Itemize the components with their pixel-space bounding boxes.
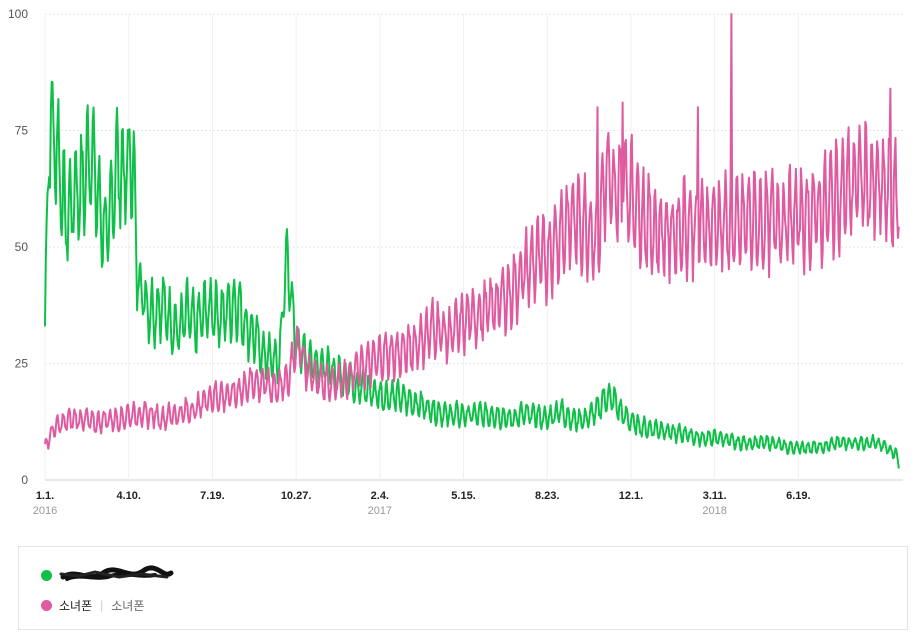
grid	[44, 13, 903, 481]
x-tick-label: 12.1.	[619, 490, 643, 502]
legend-item-series-2[interactable]: 소녀폰 | 소녀폰	[41, 595, 144, 615]
x-tick-label: 1.1.	[36, 490, 54, 502]
x-tick-label: 3.11.	[703, 490, 727, 502]
y-tick-label: 25	[15, 357, 29, 371]
line-chart: 0 25 50 75 100 1.1. 2016 4.10. 7.19. 10.27. 2.4. 2…	[8, 7, 903, 517]
x-tick-label: 4.10.	[116, 490, 140, 502]
legend-dot-green-icon	[41, 569, 52, 581]
chart-area: 0 25 50 75 100 1.1. 2016 4.10. 7.19. 10.27. 2.4. 2…	[8, 7, 903, 517]
x-year-label: 2016	[33, 505, 57, 517]
y-tick-label: 50	[15, 240, 29, 254]
legend-separator: |	[100, 598, 104, 612]
x-tick-label: 2.4.	[371, 490, 389, 502]
x-tick-label: 6.19.	[786, 490, 810, 502]
y-tick-label: 100	[8, 7, 28, 21]
x-tick-label: 5.15.	[451, 490, 475, 502]
redacted-label-scribble-icon	[59, 565, 174, 581]
series-line-2[interactable]	[44, 13, 900, 450]
legend-item-series-1[interactable]	[41, 565, 174, 585]
legend-series-2-sub: 소녀폰	[111, 598, 145, 613]
x-year-label: 2017	[368, 505, 392, 517]
y-tick-label: 0	[21, 473, 28, 487]
series-lines	[44, 13, 900, 469]
y-axis: 0 25 50 75 100	[8, 7, 28, 487]
legend: 소녀폰 | 소녀폰	[18, 546, 908, 630]
x-tick-label: 10.27.	[281, 490, 312, 502]
legend-series-2-label: 소녀폰	[59, 598, 93, 613]
x-axis: 1.1. 2016 4.10. 7.19. 10.27. 2.4. 2017 5.15. 8.2…	[33, 490, 811, 517]
x-year-label: 2018	[702, 505, 726, 517]
series-line-1[interactable]	[44, 80, 900, 469]
x-tick-label: 7.19.	[200, 490, 224, 502]
legend-dot-pink-icon	[41, 599, 52, 611]
y-tick-label: 75	[15, 124, 29, 138]
x-tick-label: 8.23.	[535, 490, 559, 502]
